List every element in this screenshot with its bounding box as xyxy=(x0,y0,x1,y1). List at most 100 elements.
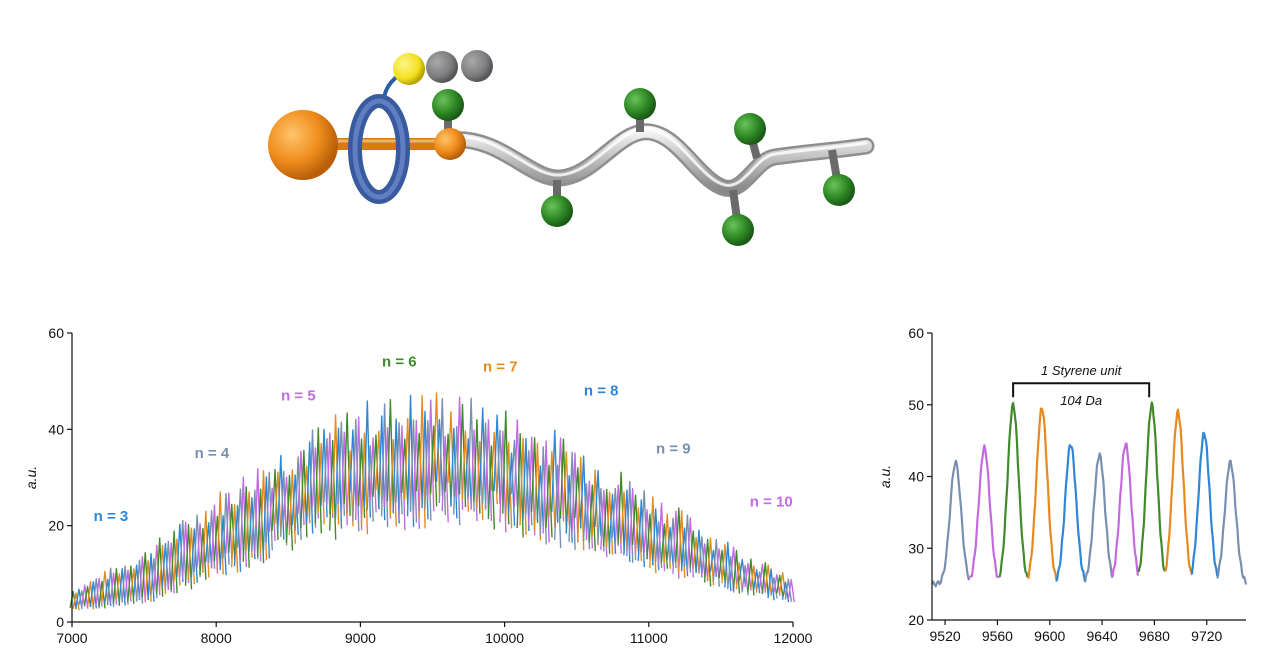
zoom-peak xyxy=(1216,459,1248,585)
spectrum-peak xyxy=(216,491,224,575)
x-tick-label: 7000 xyxy=(56,630,87,646)
spectrum-peak xyxy=(435,418,444,497)
spectrum-peak xyxy=(104,578,112,606)
spectrum-peak xyxy=(712,538,720,587)
spectrum-peak xyxy=(767,568,775,601)
series-label: n = 6 xyxy=(382,354,417,371)
spectrum-peak xyxy=(724,541,732,592)
spectrum-peak xyxy=(686,517,695,578)
spectrum-peak xyxy=(135,559,144,604)
x-tick-label: 9680 xyxy=(1139,628,1170,644)
spectrum-peak xyxy=(620,491,628,551)
spectrum-peak xyxy=(626,480,634,563)
spectrum-peak xyxy=(429,425,438,507)
x-tick-label: 9720 xyxy=(1191,628,1222,644)
spectrum-peak xyxy=(784,578,793,602)
spectrum-peak xyxy=(556,437,565,522)
spectrum-peak xyxy=(450,427,458,519)
spectrum-peak xyxy=(308,429,317,528)
spectrum-peak xyxy=(545,464,553,538)
spectrum-peak xyxy=(628,487,637,561)
zoom-peak xyxy=(1190,431,1219,577)
spectrum-peak xyxy=(773,574,781,596)
spectrum-peak xyxy=(291,474,299,536)
spectrum-peak xyxy=(340,431,348,526)
spectrum-peak xyxy=(245,491,253,558)
spectrum-peak xyxy=(652,508,660,571)
spectrum-peak xyxy=(251,489,259,560)
spectrum-peak xyxy=(392,418,400,524)
spectrum-peak xyxy=(72,592,80,611)
spectrum-peak xyxy=(337,421,346,516)
spectrum-peak xyxy=(147,552,155,602)
spectrum-peak xyxy=(375,430,383,504)
spectrum-peak xyxy=(326,432,334,518)
series-labels: n = 3 n = 4 n = 5 n = 6 n = 7 n = 8 n = 9 n = 1… xyxy=(94,354,793,525)
spectrum-peak xyxy=(141,552,149,600)
spectrum-peak xyxy=(179,519,187,582)
spectrum-peak xyxy=(294,456,302,541)
spectrum-peak xyxy=(173,538,181,586)
yellow-sphere-icon xyxy=(393,53,425,85)
spectrum-peak xyxy=(787,578,795,603)
spectrum-peak xyxy=(776,574,784,597)
spectrum-peak xyxy=(193,514,201,578)
spectrum-peak xyxy=(600,489,608,558)
spectrum-peak xyxy=(747,558,755,596)
spectrum-peak xyxy=(89,581,98,609)
spectrum-peak xyxy=(282,476,291,531)
spectrum-peak xyxy=(490,431,498,504)
spectrum-peak xyxy=(571,452,579,543)
spectrum-peak xyxy=(484,419,493,522)
spectrum-peak xyxy=(331,414,340,525)
spectrum-peak xyxy=(533,442,542,541)
spectrum-peak xyxy=(109,572,118,605)
spectrum-peak xyxy=(588,484,596,551)
spectrum-peak xyxy=(366,445,374,522)
spectrum-peak xyxy=(464,438,472,508)
spectrum-peak xyxy=(176,523,184,582)
spectrum-peak xyxy=(268,487,276,541)
phenyl-sphere-icon xyxy=(722,214,754,246)
spectrum-peak xyxy=(92,578,100,609)
spectrum-peak xyxy=(525,450,533,526)
x-tick-label: 8000 xyxy=(201,630,232,646)
x-tick-label: 9560 xyxy=(982,628,1013,644)
spectrum-peak xyxy=(138,556,147,603)
stopper-sphere-icon xyxy=(268,110,338,180)
spectrum-peak xyxy=(285,474,294,551)
spectrum-peak xyxy=(354,416,363,531)
x-tick-label: 9000 xyxy=(345,630,376,646)
spectrum-peak xyxy=(718,549,726,583)
spectrum-peak xyxy=(721,543,729,588)
spectrum-peak xyxy=(401,438,409,506)
series-label: n = 8 xyxy=(584,383,619,400)
spectrum-peak xyxy=(398,425,406,531)
zoom-peak xyxy=(1027,407,1058,580)
spectrum-peak xyxy=(631,494,640,553)
spectrum-peak xyxy=(314,427,322,534)
spectrum-peak xyxy=(634,507,643,561)
axis-ticks: 9520 9560 9600 9640 9680 9720 20 30 40 50 60 xyxy=(908,325,1222,644)
y-tick-label: 50 xyxy=(908,397,924,413)
spectrum-peak xyxy=(675,507,683,569)
spectrum-peak xyxy=(210,504,219,574)
spectrum-peak xyxy=(329,439,337,540)
spectrum-peak xyxy=(519,437,527,535)
spectrum-peak xyxy=(75,588,83,609)
spectrum-peak xyxy=(83,585,92,607)
spectrum-peak xyxy=(585,480,594,549)
spectrum-peak xyxy=(155,537,164,597)
spectrum-peak xyxy=(101,570,109,604)
spectrum-peak xyxy=(248,497,256,560)
zoom-peak xyxy=(969,444,999,579)
spectrum-peak xyxy=(698,536,706,578)
phenyl-sphere-icon xyxy=(823,174,855,206)
spectrum-peak xyxy=(611,487,620,546)
spectrum-peak xyxy=(453,426,461,526)
spectrum-peak xyxy=(360,432,369,535)
spectrum-peak xyxy=(548,450,556,528)
spectrum-peak xyxy=(320,428,328,518)
